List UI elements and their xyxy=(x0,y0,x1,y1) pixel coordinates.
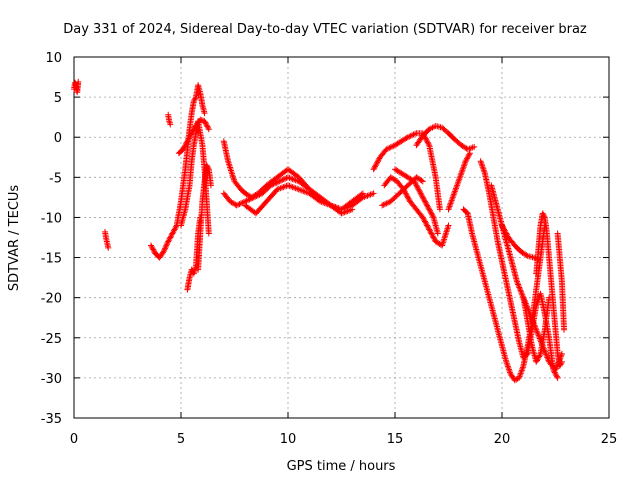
x-tick-label: 10 xyxy=(280,432,297,447)
series-arc-11 xyxy=(242,182,366,217)
series-arc-10 xyxy=(220,174,356,217)
data-marker-trace xyxy=(370,130,443,213)
data-marker-trace xyxy=(499,222,542,263)
y-tick-label: -30 xyxy=(41,372,62,387)
y-tick-label: -15 xyxy=(41,252,62,267)
x-axis-tick-labels: 0 5 10 15 20 25 xyxy=(70,432,617,447)
series-arc-6 xyxy=(178,118,212,237)
x-tick-label: 15 xyxy=(387,432,404,447)
series-arc-17 xyxy=(445,150,473,213)
data-points xyxy=(71,78,568,384)
y-tick-label: -35 xyxy=(41,412,62,427)
chart-title: Day 331 of 2024, Sidereal Day-to-day VTE… xyxy=(63,22,587,37)
series-arc-16 xyxy=(413,123,478,153)
y-tick-label: 10 xyxy=(45,51,62,66)
series-arc-23 xyxy=(533,210,565,369)
data-marker-trace xyxy=(379,174,426,209)
data-marker-trace xyxy=(102,228,112,251)
series-arc-14 xyxy=(392,166,441,237)
data-marker-trace xyxy=(71,78,82,96)
series-arc-22 xyxy=(520,294,553,365)
x-tick-label: 0 xyxy=(70,432,78,447)
data-marker-trace xyxy=(178,118,212,237)
plot-frame xyxy=(73,56,610,419)
data-marker-trace xyxy=(220,174,356,217)
x-tick-label: 25 xyxy=(601,432,618,447)
y-tick-label: 5 xyxy=(54,91,62,106)
data-marker-trace xyxy=(392,166,441,237)
series-arc-15 xyxy=(379,174,426,209)
y-tick-label: -5 xyxy=(49,171,62,186)
y-axis-tick-labels: 10 5 0 -5 -10 -15 -20 -25 -30 -35 xyxy=(41,51,62,427)
y-axis-label: SDTVAR / TECUs xyxy=(7,185,22,292)
grid-lines xyxy=(74,57,609,418)
series-arc-12 xyxy=(370,130,443,213)
y-tick-label: -20 xyxy=(41,292,62,307)
series-arc-8 xyxy=(195,162,214,273)
data-marker-trace xyxy=(554,230,568,333)
series-arc-21 xyxy=(499,222,542,263)
data-marker-trace xyxy=(520,294,553,365)
x-tick-label: 20 xyxy=(494,432,511,447)
data-marker-trace xyxy=(242,182,366,217)
y-tick-label: 0 xyxy=(54,131,62,146)
data-marker-trace xyxy=(533,210,565,369)
data-marker-trace xyxy=(165,111,174,128)
y-tick-label: -25 xyxy=(41,332,62,347)
y-tick-label: -10 xyxy=(41,211,62,226)
data-marker-trace xyxy=(195,162,214,273)
series-arc-4 xyxy=(165,111,174,128)
data-marker-trace xyxy=(148,82,208,261)
data-marker-trace xyxy=(413,123,478,153)
x-tick-label: 5 xyxy=(177,432,185,447)
data-marker-trace xyxy=(445,150,473,213)
series-arc-1 xyxy=(71,78,82,96)
axis-ticks xyxy=(73,56,610,419)
series-arc-24 xyxy=(554,230,568,333)
series-arc-3 xyxy=(148,82,208,261)
series-arc-2 xyxy=(102,228,112,251)
x-axis-label: GPS time / hours xyxy=(287,459,396,474)
